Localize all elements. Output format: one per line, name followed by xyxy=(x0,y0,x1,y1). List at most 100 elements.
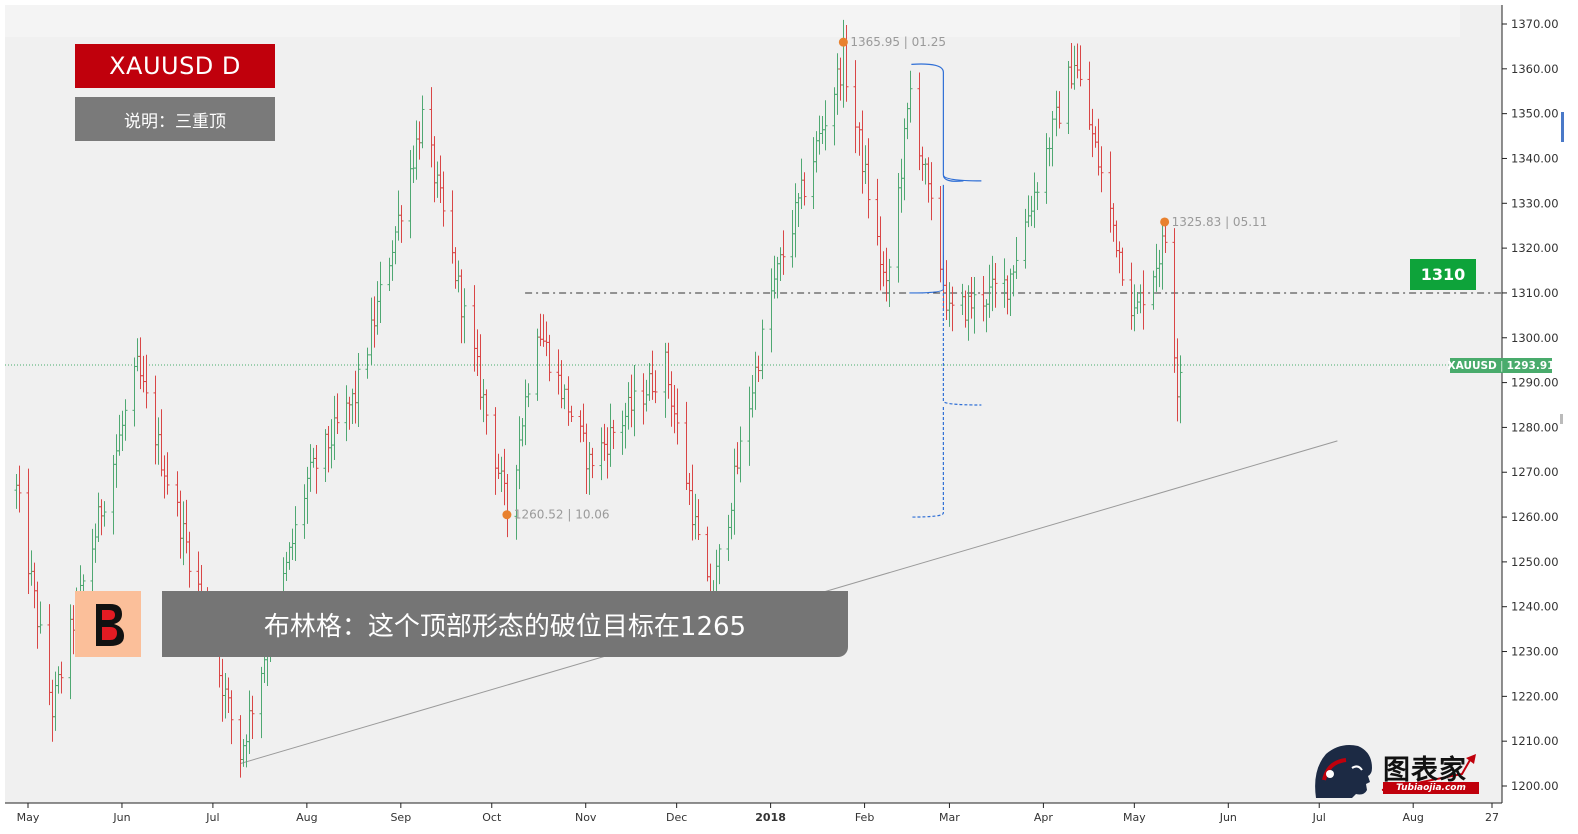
axis-scroll-marker-top[interactable] xyxy=(1561,112,1564,142)
ohlc-bar xyxy=(696,499,701,540)
x-tick-label: Mar xyxy=(939,811,960,824)
ohlc-bar xyxy=(675,388,680,445)
ohlc-bar xyxy=(165,452,170,495)
y-tick-label: 1300.00 xyxy=(1511,331,1559,345)
x-tick-label: Sep xyxy=(390,811,411,824)
ohlc-bar xyxy=(526,383,531,408)
axis-scroll-marker-mid[interactable] xyxy=(1560,414,1563,424)
y-tick-label: 1320.00 xyxy=(1511,241,1559,255)
y-tick-label: 1270.00 xyxy=(1511,465,1559,479)
brand-logo-text: 图表家 xyxy=(1383,755,1467,786)
y-tick-label: 1310.00 xyxy=(1511,286,1559,300)
annotations-layer: 1365.95 | 01.25 1260.52 | 10.06 1325.83 | … xyxy=(502,35,1267,522)
price-tag-value: 1293.91 xyxy=(1506,359,1555,372)
ohlc-bars xyxy=(14,19,1183,778)
ohlc-bar xyxy=(653,370,658,404)
price-tag-separator: | xyxy=(1499,359,1504,372)
y-tick-label: 1370.00 xyxy=(1511,17,1559,31)
ohlc-bar xyxy=(802,172,807,206)
ohlc-bar xyxy=(590,447,595,479)
x-tick-label: 27 xyxy=(1485,811,1499,824)
ohlc-bar xyxy=(547,334,552,382)
ohlc-bar xyxy=(102,501,107,527)
annotation-label: 1365.95 | 01.25 xyxy=(850,35,946,49)
ohlc-bar xyxy=(484,389,489,435)
ohlc-bar xyxy=(569,405,574,423)
brand-logo-subtext: Tubiaojia.com xyxy=(1383,782,1479,794)
ohlc-bar xyxy=(993,262,998,308)
price-tag-symbol: XAUUSD xyxy=(1447,359,1497,372)
ohlc-bar xyxy=(738,426,743,483)
x-tick-label: Feb xyxy=(855,811,874,824)
price-annotation[interactable]: 1260.52 | 10.06 xyxy=(502,508,610,522)
ohlc-bar xyxy=(293,506,298,561)
x-tick-label: Jul xyxy=(205,811,219,824)
ohlc-bar xyxy=(950,286,955,332)
ohlc-bar xyxy=(335,393,340,435)
level-1310-tag: 1310 xyxy=(1410,259,1476,290)
ohlc-bar xyxy=(887,258,892,308)
y-tick-label: 1240.00 xyxy=(1511,600,1559,614)
y-tick-label: 1290.00 xyxy=(1511,376,1559,390)
ohlc-bar xyxy=(1014,237,1019,280)
ohlc-bar xyxy=(632,364,637,437)
x-tick-label: May xyxy=(17,811,40,824)
ohlc-bar xyxy=(144,354,149,409)
annotation-label: 1260.52 | 10.06 xyxy=(514,508,610,522)
ohlc-bar xyxy=(399,205,404,243)
y-tick-label: 1340.00 xyxy=(1511,151,1559,165)
ohlc-bar xyxy=(123,399,128,441)
x-tick-label: Dec xyxy=(666,811,687,824)
ohlc-bar xyxy=(972,276,977,334)
x-tick-label: Jul xyxy=(1312,811,1326,824)
ohlc-bar xyxy=(717,544,722,585)
speaker-avatar xyxy=(75,591,141,657)
plot-top-band xyxy=(5,5,1460,37)
x-tick-label: Nov xyxy=(575,811,597,824)
ohlc-bar xyxy=(314,445,319,494)
y-tick-label: 1250.00 xyxy=(1511,555,1559,569)
ohlc-bar xyxy=(929,162,934,221)
ohlc-bar xyxy=(365,347,370,379)
ohlc-bar xyxy=(1178,355,1183,424)
ohlc-bar xyxy=(59,661,64,694)
y-tick-label: 1280.00 xyxy=(1511,420,1559,434)
ohlc-bar xyxy=(1141,270,1146,330)
ohlc-bar xyxy=(756,355,761,383)
ohlc-bar xyxy=(187,531,192,588)
y-tick-label: 1260.00 xyxy=(1511,510,1559,524)
symbol-timeframe-label: XAUUSD D xyxy=(75,44,275,88)
annotation-marker xyxy=(1160,217,1170,227)
ohlc-bar xyxy=(1057,91,1062,129)
ohlc-bar xyxy=(38,601,43,634)
annotation-marker xyxy=(502,510,512,520)
x-tick-label: Aug xyxy=(296,811,317,824)
y-tick-label: 1220.00 xyxy=(1511,689,1559,703)
ohlc-bar xyxy=(611,419,616,450)
x-axis: May Jun Jul Aug Sep Oct Nov Dec 2018 Feb Mar Apr May… xyxy=(17,803,1499,824)
y-tick-label: 1360.00 xyxy=(1511,62,1559,76)
y-axis: 1370.00 1360.00 1350.00 1340.00 1330.00 1320.… xyxy=(1502,17,1559,793)
pattern-note-label: 说明：三重顶 xyxy=(75,97,275,141)
price-annotation[interactable]: 1325.83 | 05.11 xyxy=(1160,215,1267,229)
ohlc-bar xyxy=(462,288,467,344)
price-annotation[interactable]: 1365.95 | 01.25 xyxy=(838,35,946,49)
ohlc-bar xyxy=(562,384,567,410)
current-price-tag: XAUUSD | 1293.91 xyxy=(1447,358,1555,373)
ohlc-bar xyxy=(441,171,446,227)
ohlc-bar xyxy=(378,261,383,324)
x-tick-label: Apr xyxy=(1034,811,1054,824)
ohlc-bar xyxy=(356,352,361,428)
annotation-marker xyxy=(838,37,848,47)
ohlc-bar xyxy=(823,100,828,151)
volume-profile-solid xyxy=(909,63,982,294)
y-tick-label: 1330.00 xyxy=(1511,196,1559,210)
ohlc-bar xyxy=(1035,182,1040,211)
ohlc-bar xyxy=(866,138,871,219)
y-tick-label: 1210.00 xyxy=(1511,734,1559,748)
ohlc-bar xyxy=(1078,45,1083,87)
volume-profile-dashed xyxy=(911,292,982,518)
volume-profile xyxy=(909,63,982,518)
ohlc-bar xyxy=(1050,110,1055,167)
